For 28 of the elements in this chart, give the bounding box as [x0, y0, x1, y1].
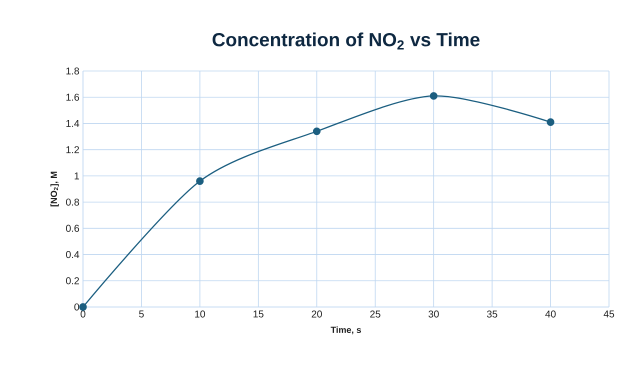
y-tick-label: 1.4 [66, 120, 80, 127]
y-tick-label: 1.2 [66, 146, 79, 154]
point [196, 177, 204, 185]
x-tick-label: 10 [195, 310, 206, 318]
y-tick-label: 0 [74, 303, 80, 311]
x-axis-title: Time, s [330, 326, 362, 334]
y-tick-label: 0.4 [66, 251, 80, 258]
point [546, 118, 554, 126]
x-tick-label: 45 [604, 310, 614, 318]
x-tick-label: 35 [486, 310, 498, 318]
chart-title: Concentration of NO$_{2}$ vs Time [212, 32, 480, 50]
x-tick-label: 25 [370, 310, 380, 318]
y-tick-label: 0.6 [66, 224, 80, 232]
x-tick-label: 40 [545, 310, 556, 318]
x-tick-label: 30 [428, 310, 439, 318]
y-tick-label: 0.8 [66, 198, 80, 206]
x-tick-label: 20 [312, 310, 322, 318]
y-axis-title: [NO$_{2}$], M [50, 172, 59, 206]
point [430, 92, 438, 100]
point [312, 127, 321, 136]
x-tick-label: 15 [254, 310, 264, 318]
point [79, 303, 87, 311]
y-tick-label: 1 [74, 172, 80, 180]
y-tick-label: 0.2 [66, 277, 79, 284]
x-tick-label: 5 [139, 310, 144, 318]
y-tick-label: 1.8 [66, 67, 80, 75]
y-tick-label: 1.6 [66, 94, 80, 101]
x-tick-label: 0 [80, 310, 86, 318]
